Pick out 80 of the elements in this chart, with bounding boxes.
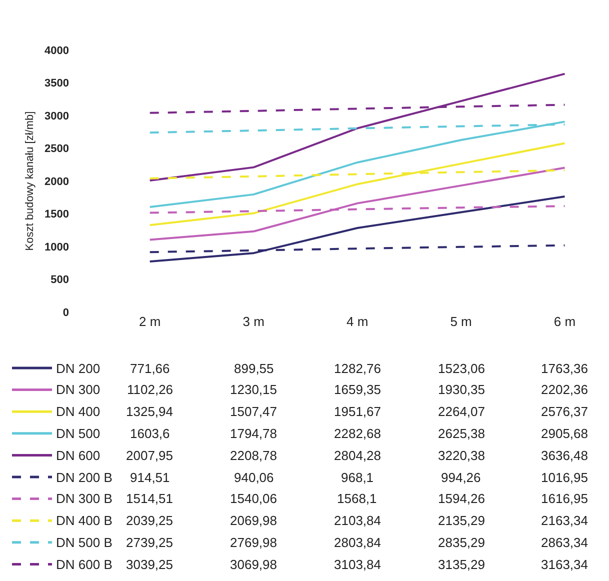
legend-label: DN 400 — [56, 404, 100, 419]
data-label: 1102,26 — [127, 382, 174, 397]
data-label: 2039,25 — [126, 513, 173, 528]
data-label: 2202,36 — [541, 382, 588, 397]
data-label: 3039,25 — [126, 557, 173, 572]
data-label: 1930,35 — [438, 382, 485, 397]
data-label: 994,26 — [441, 470, 481, 485]
legend-label: DN 300 — [56, 382, 100, 397]
data-label: 2804,28 — [334, 448, 381, 463]
data-label: 940,06 — [234, 470, 274, 485]
data-label: 1763,36 — [541, 361, 588, 376]
data-label: 2282,68 — [334, 426, 381, 441]
line-series — [148, 120, 566, 208]
line-series — [148, 166, 566, 241]
x-tick-label: 5 m — [450, 314, 472, 329]
x-tick-label: 2 m — [139, 314, 161, 329]
data-label: 3103,84 — [334, 557, 381, 572]
legend-label: DN 200 — [56, 361, 100, 376]
data-label: 2103,84 — [334, 513, 381, 528]
legend-label: DN 400 B — [56, 513, 112, 528]
x-tick-label: 6 m — [554, 314, 576, 329]
y-tick-label: 1000 — [44, 241, 69, 254]
legend-label: DN 500 — [56, 426, 100, 441]
data-label: 1659,35 — [334, 382, 381, 397]
legend-label: DN 300 B — [56, 491, 112, 506]
data-label: 2835,29 — [438, 535, 485, 550]
data-label: 1230,15 — [230, 382, 277, 397]
data-label: 2208,78 — [230, 448, 277, 463]
data-label: 2264,07 — [438, 404, 485, 419]
data-label: 2905,68 — [541, 426, 588, 441]
y-tick-label: 3000 — [44, 110, 69, 122]
y-tick-label: 2500 — [44, 143, 69, 156]
data-label: 1507,47 — [230, 404, 277, 419]
data-label: 1282,76 — [334, 361, 381, 376]
data-label: 3135,29 — [438, 557, 485, 572]
data-label: 3163,34 — [541, 557, 588, 572]
data-label: 3220,38 — [438, 448, 485, 463]
legend-label: DN 200 B — [56, 470, 112, 485]
y-tick-label: 1500 — [44, 208, 69, 221]
y-tick-label: 2000 — [44, 176, 69, 188]
data-label: 914,51 — [130, 470, 170, 485]
data-label: 1603,6 — [130, 426, 170, 441]
data-label: 899,55 — [234, 361, 274, 376]
legend-label: DN 500 B — [56, 535, 112, 550]
data-label: 2625,38 — [438, 426, 485, 441]
line-series — [148, 142, 566, 226]
y-axis-title: Koszt budowy kanału [zł/mb] — [24, 111, 36, 251]
data-label: 2803,84 — [334, 535, 381, 550]
data-label: 2163,34 — [541, 513, 588, 528]
data-label: 2069,98 — [230, 513, 277, 528]
data-label: 2769,98 — [230, 535, 277, 550]
data-label: 2739,25 — [126, 535, 173, 550]
data-label: 771,66 — [130, 361, 170, 376]
data-label: 2576,37 — [541, 404, 588, 419]
x-tick-label: 3 m — [242, 314, 264, 329]
y-tick-label: 3500 — [44, 78, 69, 90]
data-label: 1616,95 — [541, 491, 588, 506]
data-label: 3636,48 — [541, 448, 588, 463]
y-tick-label: 0 — [62, 306, 69, 319]
data-label: 2863,34 — [541, 535, 588, 550]
line-series — [148, 72, 566, 182]
data-label: 1016,95 — [541, 470, 588, 485]
data-label: 1523,06 — [438, 361, 485, 376]
legend-label: DN 600 — [56, 448, 100, 463]
x-tick-label: 4 m — [346, 314, 368, 329]
y-tick-label: 500 — [50, 274, 69, 286]
data-label: 2007,95 — [126, 448, 173, 463]
line-series — [148, 196, 566, 262]
data-label: 1325,94 — [126, 404, 173, 419]
data-label: 1540,06 — [230, 491, 277, 506]
data-label: 1568,1 — [337, 491, 377, 506]
data-label: 2135,29 — [438, 513, 485, 528]
data-label: 968,1 — [341, 470, 374, 485]
data-label: 1951,67 — [334, 404, 381, 419]
data-label: 1594,26 — [438, 491, 485, 506]
data-label: 1514,51 — [126, 491, 173, 506]
legend-label: DN 600 B — [56, 557, 112, 572]
data-label: 1794,78 — [230, 426, 277, 441]
data-label: 3069,98 — [230, 557, 277, 572]
y-tick-label: 4000 — [44, 44, 69, 57]
